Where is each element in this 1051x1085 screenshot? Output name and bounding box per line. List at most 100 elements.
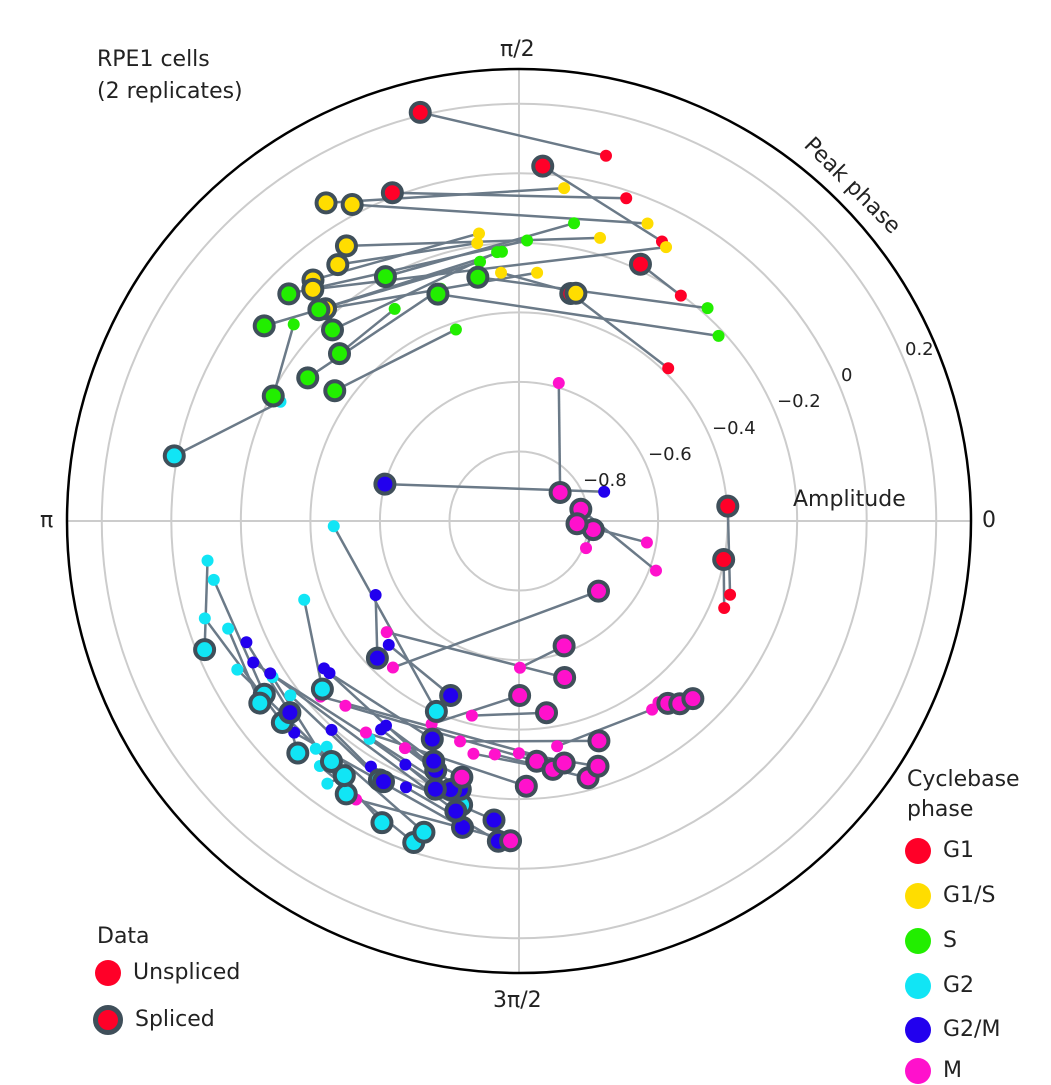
unspliced-point — [598, 485, 611, 498]
unspliced-point — [649, 564, 662, 577]
spliced-point — [548, 480, 572, 504]
connector-line — [289, 694, 381, 781]
unspliced-point — [231, 663, 244, 676]
spliced-point — [332, 764, 356, 788]
unspliced-point — [207, 573, 220, 586]
spliced-point — [327, 342, 351, 366]
connector-line — [252, 661, 452, 791]
connector-line — [288, 239, 528, 296]
spliced-point — [439, 683, 463, 707]
spliced-point — [373, 472, 397, 496]
radial-tick-label-neg-0.6: −0.6 — [648, 444, 692, 465]
unspliced-point — [640, 536, 653, 549]
unspliced-point — [551, 740, 564, 753]
spliced-point — [552, 634, 576, 658]
unspliced-point — [580, 542, 593, 555]
spliced-point — [380, 181, 404, 205]
angular-tick-label-3pi-half: 3π/2 — [493, 988, 542, 1013]
unspliced-point — [473, 227, 486, 240]
spliced-point — [412, 820, 436, 844]
spliced-point — [323, 379, 347, 403]
spliced-point — [301, 277, 325, 301]
radial-tick-label-neg-0.4: −0.4 — [712, 418, 756, 439]
legend-item-s: S — [905, 928, 957, 954]
unspliced-point — [724, 588, 737, 601]
connector-line — [337, 241, 478, 266]
connector-line — [471, 711, 547, 717]
unspliced-point — [552, 377, 565, 390]
legend-item-unspliced: Unspliced — [95, 960, 240, 986]
spliced-point — [531, 154, 555, 178]
unspliced-point — [558, 182, 571, 195]
unspliced-point — [471, 237, 484, 250]
connector-line — [332, 525, 438, 713]
legend-item-g2m: G2/M — [905, 1017, 1000, 1043]
legend-item-m: M — [905, 1058, 962, 1084]
connector-line — [365, 731, 527, 788]
chart-title: RPE1 cells (2 replicates) — [97, 44, 243, 108]
unspliced-point — [641, 217, 654, 230]
connector-line — [355, 798, 511, 842]
spliced-point — [552, 751, 576, 775]
legend-label-g1s: G1/S — [943, 883, 996, 908]
radial-tick-label-neg-0.2: −0.2 — [777, 391, 821, 412]
spliced-point — [278, 701, 302, 725]
unspliced-point — [364, 760, 377, 773]
legend-swatch-g1 — [905, 838, 931, 864]
unspliced-point — [531, 266, 544, 279]
spliced-point — [310, 677, 334, 701]
data-points — [162, 100, 740, 855]
radial-tick-label-0.2: 0.2 — [905, 339, 934, 360]
unspliced-point — [454, 735, 467, 748]
unspliced-point — [327, 520, 340, 533]
connector-line — [212, 579, 266, 695]
connector-line — [387, 643, 452, 697]
unspliced-point — [323, 667, 336, 680]
legend-data-title: Data — [97, 924, 150, 949]
spliced-point — [248, 691, 272, 715]
spliced-point — [371, 770, 395, 794]
spliced-point — [314, 191, 338, 215]
legend-swatch-m — [905, 1058, 931, 1084]
chart-title-line-1: RPE1 cells — [97, 47, 210, 72]
legend-item-g1: G1 — [905, 838, 974, 864]
spliced-point — [426, 282, 450, 306]
legend-label-g2m: G2/M — [943, 1017, 1001, 1042]
spliced-point — [535, 701, 559, 725]
spliced-point — [514, 774, 538, 798]
spliced-point — [499, 829, 523, 853]
unspliced-point — [467, 747, 480, 760]
spliced-point — [373, 265, 397, 289]
connector-line — [203, 560, 209, 650]
spliced-point — [252, 314, 276, 338]
unspliced-point — [513, 661, 526, 674]
angular-tick-label-pi-half: π/2 — [500, 37, 535, 62]
unspliced-point — [594, 231, 607, 244]
spliced-point — [553, 666, 577, 690]
angular-tick-label-pi: π — [40, 508, 53, 533]
spliced-point — [420, 727, 444, 751]
legend-label-g2: G2 — [943, 973, 975, 998]
spliced-point — [193, 638, 217, 662]
connector-line — [419, 111, 607, 157]
spliced-point — [681, 687, 705, 711]
legend-phase-title: Cyclebase phase — [907, 767, 1020, 822]
connector-line — [542, 165, 663, 243]
spliced-point — [564, 281, 588, 305]
spliced-point — [162, 444, 186, 468]
connector-line — [392, 590, 599, 669]
spliced-point — [334, 234, 358, 258]
unspliced-point — [325, 723, 338, 736]
connector-line — [392, 191, 627, 200]
connector-line — [477, 275, 708, 310]
legend-label-s: S — [943, 928, 957, 953]
spliced-point — [370, 811, 394, 835]
spliced-point — [286, 741, 310, 765]
outer-boundary — [65, 67, 973, 975]
unspliced-point — [369, 588, 382, 601]
unspliced-point — [379, 719, 392, 732]
unspliced-point — [449, 323, 462, 336]
unspliced-point — [320, 740, 333, 753]
legend-swatch-g1s — [905, 883, 931, 909]
unspliced-point — [298, 593, 311, 606]
